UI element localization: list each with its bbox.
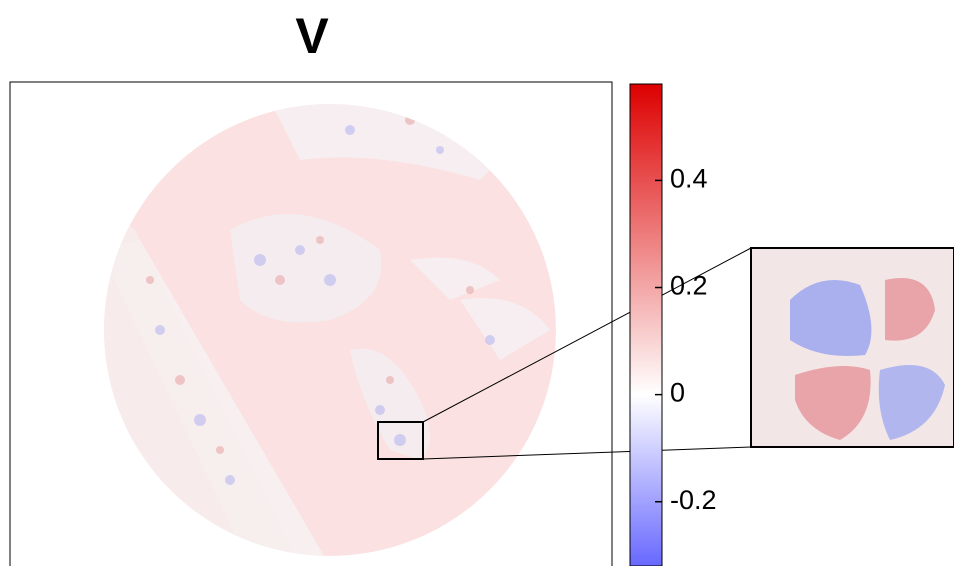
zoom-line	[422, 247, 752, 423]
chart-title: V	[295, 8, 329, 64]
zoom-inset	[750, 247, 954, 448]
colorbar-tick-label: 0	[670, 378, 685, 408]
colorbar-tick-label: -0.2	[670, 485, 717, 515]
zoom-line	[422, 446, 752, 460]
colorbar-tick-label: 0.4	[670, 164, 708, 194]
colorbar-tick-label: 0.2	[670, 271, 708, 301]
sample-image	[104, 104, 556, 556]
zoom-box	[377, 421, 424, 460]
colorbar	[629, 83, 663, 566]
